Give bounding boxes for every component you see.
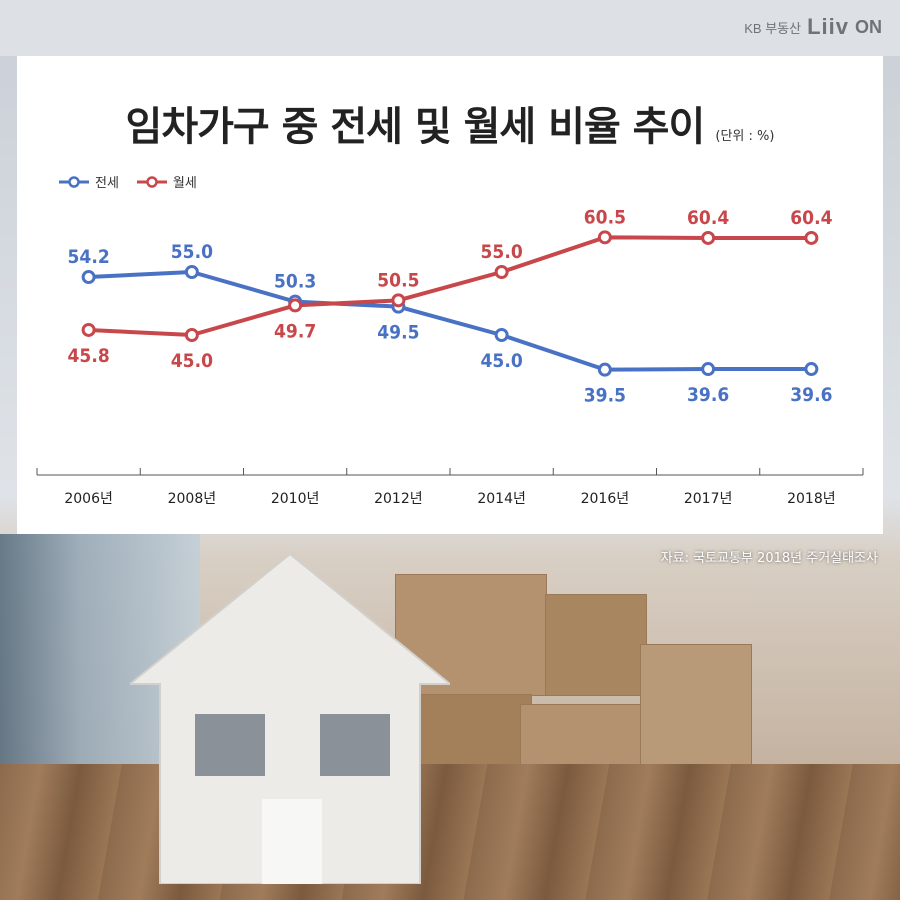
- data-label-jeonse: 54.2: [68, 246, 110, 268]
- data-label-jeonse: 45.0: [481, 350, 523, 372]
- box-icon: [545, 594, 647, 696]
- x-tick-label: 2012년: [374, 491, 423, 507]
- data-label-jeonse: 50.3: [274, 271, 316, 293]
- data-point-jeonse: [184, 265, 199, 279]
- data-point-wolse: [597, 230, 612, 245]
- data-point-jeonse: [701, 362, 716, 377]
- box-icon: [640, 644, 752, 776]
- brand-liiv: Liiv: [807, 14, 849, 39]
- data-point-jeonse: [597, 362, 612, 377]
- legend-wolse: 월세: [136, 172, 197, 191]
- background-scene: [0, 534, 900, 900]
- data-point-wolse: [288, 298, 303, 313]
- data-point-jeonse: [81, 270, 96, 285]
- chart-card: 임차가구 중 전세 및 월세 비율 추이 (단위 : %) 전세 월세 2006…: [17, 56, 883, 534]
- data-point-wolse: [494, 265, 509, 279]
- chart-unit: (단위 : %): [715, 129, 775, 144]
- x-tick-label: 2010년: [271, 491, 320, 507]
- legend-jeonse: 전세: [59, 172, 119, 191]
- line-chart: 2006년 2008년 2010년 2012년 2014년 2016년 2017년 2018년…: [36, 206, 864, 507]
- data-label-jeonse: 55.0: [171, 241, 213, 263]
- data-point-wolse: [184, 328, 199, 342]
- x-tick-label: 2016년: [581, 491, 630, 507]
- data-label-jeonse: 39.5: [584, 385, 626, 407]
- series-line-jeonse: [88, 270, 812, 372]
- x-tick-label: 2014년: [477, 491, 526, 507]
- title-row: 임차가구 중 전세 및 월세 비율 추이 (단위 : %): [17, 94, 883, 152]
- data-label-wolse: 49.7: [274, 320, 316, 342]
- brand-kb: KB 부동산: [744, 20, 802, 36]
- data-point-wolse: [81, 322, 96, 337]
- data-point-jeonse: [804, 362, 819, 377]
- header-strip: [0, 0, 900, 56]
- data-label-wolse: 50.5: [377, 269, 419, 291]
- data-point-wolse: [804, 230, 819, 245]
- data-point-jeonse: [494, 328, 509, 342]
- brand-logo: KB 부동산 Liiv ON: [744, 14, 882, 40]
- data-label-jeonse: 39.6: [687, 384, 729, 406]
- data-label-wolse: 45.8: [68, 345, 110, 367]
- legend-jeonse-label: 전세: [95, 176, 119, 191]
- data-label-wolse: 60.5: [584, 206, 626, 228]
- legend-jeonse-marker: [59, 175, 89, 188]
- data-label-wolse: 60.4: [687, 207, 729, 229]
- data-point-wolse: [701, 230, 716, 245]
- floor: [0, 764, 900, 900]
- chart-title: 임차가구 중 전세 및 월세 비율 추이: [125, 104, 706, 150]
- series-line-wolse: [88, 235, 812, 337]
- legend-wolse-marker: [136, 175, 167, 188]
- legend: 전세 월세: [59, 172, 197, 191]
- source-note: 자료: 국토교통부 2018년 주거실태조사: [660, 551, 878, 566]
- x-tick-label: 2018년: [787, 491, 836, 507]
- data-label-jeonse: 49.5: [377, 322, 419, 344]
- data-label-wolse: 60.4: [790, 207, 832, 229]
- brand-on: ON: [855, 16, 882, 37]
- data-label-wolse: 55.0: [481, 241, 523, 263]
- x-tick-label: 2017년: [684, 491, 733, 507]
- x-tick-label: 2008년: [168, 491, 217, 507]
- data-label-wolse: 45.0: [171, 350, 213, 372]
- data-label-jeonse: 39.6: [790, 384, 832, 406]
- data-point-wolse: [391, 293, 406, 308]
- house-icon: [130, 554, 450, 884]
- legend-wolse-label: 월세: [172, 176, 197, 191]
- x-tick-label: 2006년: [64, 491, 113, 507]
